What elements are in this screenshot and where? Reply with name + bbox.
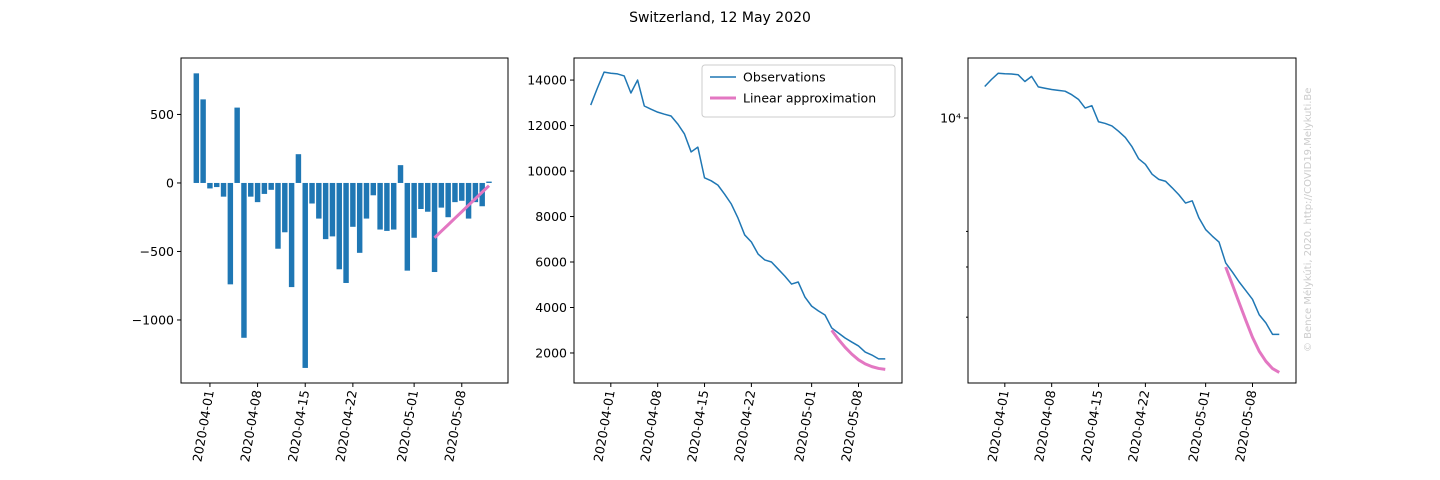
bar [370, 182, 377, 196]
bar [193, 73, 200, 183]
approximation-line [433, 184, 491, 239]
bar [343, 182, 349, 283]
series-line [1224, 266, 1281, 374]
legend: Observations Linear approximation [701, 64, 896, 118]
y-tick-label: 10000 [527, 164, 567, 179]
bar [336, 182, 342, 270]
bar [322, 182, 329, 240]
y-tick-label: −1000 [132, 312, 174, 327]
y-tick-label: 500 [150, 107, 174, 122]
bar [486, 181, 492, 183]
series-line [830, 329, 886, 371]
bar [418, 182, 424, 209]
bar [214, 182, 220, 188]
x-tick-label: 2020-04-08 [237, 389, 264, 463]
x-tick-label: 2020-05-08 [838, 389, 865, 463]
y-tick-label: 10⁴ [940, 111, 961, 126]
bar [390, 182, 397, 230]
bar [329, 182, 336, 237]
watermark: © Bence Mélykúti, 2020. http://COVID19.M… [1302, 88, 1314, 352]
bar [288, 182, 295, 288]
x-tick-label: 2020-04-22 [332, 389, 359, 463]
bar [207, 182, 213, 189]
bar [309, 182, 315, 204]
x-tick-label: 2020-05-08 [1232, 389, 1259, 463]
bar [261, 182, 268, 194]
bar [363, 182, 370, 219]
bar [254, 182, 261, 203]
bar [241, 182, 247, 338]
bar [350, 182, 356, 227]
x-tick-label: 2020-04-01 [189, 389, 216, 463]
bar [452, 182, 458, 203]
bar [404, 182, 411, 271]
x-tick-label: 2020-04-22 [731, 389, 758, 463]
bar [268, 182, 274, 190]
y-tick-label: −500 [140, 244, 174, 259]
y-tick-label: 0 [166, 175, 174, 190]
x-tick-label: 2020-04-01 [590, 389, 617, 463]
x-tick-label: 2020-05-08 [441, 389, 468, 463]
bar [200, 99, 206, 183]
bar [295, 154, 302, 183]
bar [411, 182, 417, 238]
bar [302, 182, 308, 368]
bar [248, 182, 254, 197]
bar [479, 182, 485, 207]
bar [356, 182, 363, 253]
bar [220, 182, 227, 197]
legend-label: Linear approximation [743, 91, 876, 106]
x-tick-label: 2020-05-01 [394, 389, 421, 463]
bar [397, 165, 404, 183]
x-tick-label: 2020-04-08 [1031, 389, 1058, 463]
bar [431, 182, 438, 273]
x-tick-label: 2020-04-22 [1125, 389, 1152, 463]
x-tick-label: 2020-04-15 [1078, 389, 1105, 463]
bar [384, 182, 390, 231]
bar [227, 182, 234, 285]
bar [316, 182, 322, 219]
bar [234, 107, 240, 183]
x-tick-label: 2020-04-01 [984, 389, 1011, 463]
y-tick-label: 4000 [535, 300, 567, 315]
x-tick-label: 2020-04-15 [285, 389, 312, 463]
bar [438, 182, 445, 208]
bar [445, 182, 451, 218]
bar [282, 182, 288, 233]
axes-frame [967, 57, 1297, 384]
figure-title: Switzerland, 12 May 2020 [629, 10, 811, 26]
series-line [984, 72, 1280, 336]
bar [425, 182, 431, 212]
axes-frame [573, 57, 903, 384]
x-tick-label: 2020-05-01 [1185, 389, 1212, 463]
x-tick-label: 2020-04-15 [684, 389, 711, 463]
x-tick-label: 2020-05-01 [791, 389, 818, 463]
y-tick-label: 2000 [535, 345, 567, 360]
bar [472, 182, 479, 203]
legend-box [701, 64, 896, 118]
bar [459, 182, 465, 201]
bar [275, 182, 281, 249]
series-line [590, 71, 886, 360]
y-tick-label: 14000 [527, 73, 567, 88]
axes-frame [180, 57, 509, 384]
legend-label: Observations [743, 70, 826, 85]
y-tick-label: 8000 [535, 209, 567, 224]
bar [377, 182, 383, 230]
x-tick-label: 2020-04-08 [637, 389, 664, 463]
y-tick-label: 6000 [535, 255, 567, 270]
bar [465, 182, 472, 219]
y-tick-label: 12000 [527, 118, 567, 133]
